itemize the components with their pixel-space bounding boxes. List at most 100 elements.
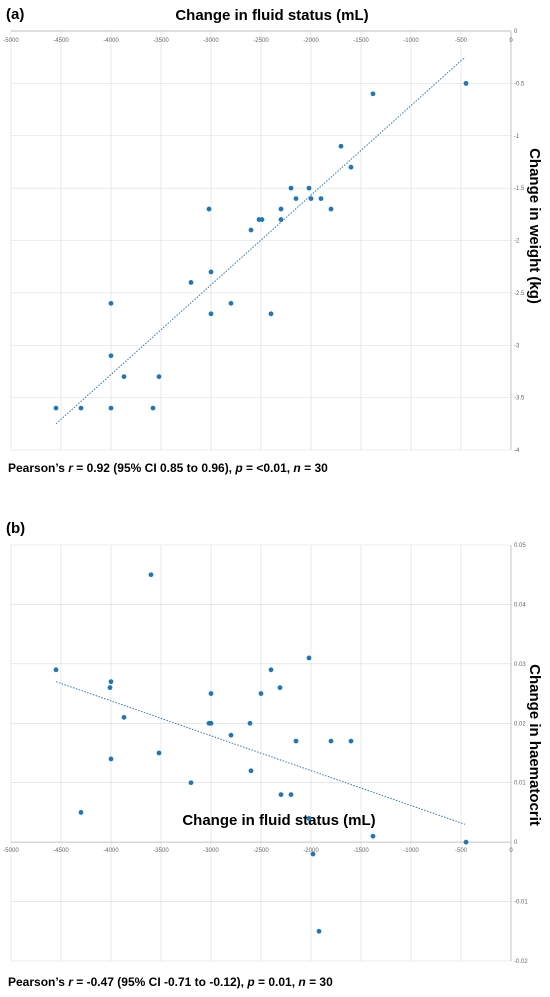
- x-axis-title: Change in fluid status (mL): [175, 7, 368, 24]
- stats-post: = 30: [300, 461, 328, 475]
- data-point: [156, 750, 162, 756]
- y-axis-title: Change in haematocrit: [526, 664, 543, 826]
- data-point: [308, 196, 314, 202]
- data-point: [208, 269, 214, 275]
- scatter-chart-haematocrit: -5000 -4500 -4000 -3500 -3000 -2500 -2000 -1500…: [3, 543, 543, 965]
- data-point: [248, 768, 254, 774]
- y-tick-label: -1.5: [514, 186, 525, 192]
- stats-mid1: = -0.47 (95% CI -0.71 to -0.12),: [72, 975, 248, 989]
- data-point: [247, 720, 253, 726]
- y-tick-label: 0: [514, 840, 518, 846]
- x-tick-label: 0: [509, 38, 513, 44]
- data-point: [208, 311, 214, 317]
- scatter-chart-weight: -5000 -4500 -4000 -3500 -3000 -2500 -2000 -1500…: [3, 7, 543, 454]
- data-point: [318, 196, 324, 202]
- stats-mid1: = 0.92 (95% CI 0.85 to 0.96),: [72, 461, 236, 475]
- data-point: [293, 738, 299, 744]
- data-point: [328, 206, 334, 212]
- data-point: [188, 280, 194, 285]
- x-tick-label: -2000: [303, 848, 319, 854]
- data-point: [156, 374, 162, 380]
- data-point: [258, 691, 264, 696]
- y-tick-label: 0.02: [514, 721, 526, 727]
- y-tick-label: -4: [514, 448, 520, 454]
- stats-pre: Pearson’s: [8, 461, 69, 475]
- x-tick-label: -1000: [403, 38, 419, 44]
- data-point: [338, 143, 344, 149]
- data-point: [328, 738, 334, 744]
- data-point: [78, 810, 84, 815]
- data-point: [121, 714, 127, 720]
- data-point: [188, 780, 194, 786]
- data-point: [306, 655, 312, 661]
- x-axis-title: Change in fluid status (mL): [182, 812, 375, 829]
- x-tick-label: -3000: [203, 38, 219, 44]
- stats-post: = 30: [305, 975, 333, 989]
- data-point: [108, 679, 114, 685]
- trend-line: [55, 681, 466, 825]
- y-tick-label: -0.01: [514, 900, 528, 906]
- stats-pre: Pearson’s: [8, 975, 69, 989]
- x-tick-label: -5000: [3, 38, 19, 44]
- data-point: [78, 405, 84, 411]
- data-point: [306, 815, 312, 821]
- x-tick-label: -1500: [353, 38, 369, 44]
- y-tick-label: -1: [514, 134, 520, 140]
- data-point: [108, 300, 114, 306]
- x-tick-label: -2500: [253, 848, 269, 854]
- data-point: [268, 311, 274, 317]
- data-point: [228, 300, 234, 306]
- x-tick-label: -2000: [303, 38, 319, 44]
- x-tick-label: -500: [455, 38, 468, 44]
- y-tick-label: 0.04: [514, 602, 526, 608]
- x-tick-label: 0: [509, 848, 513, 854]
- data-point: [53, 667, 59, 673]
- x-tick-label: -2500: [253, 38, 269, 44]
- y-tick-label: -0.5: [514, 81, 525, 87]
- grid: [10, 30, 512, 451]
- y-tick-label: 0.05: [514, 543, 526, 549]
- data-point: [53, 405, 59, 411]
- data-point: [206, 206, 212, 212]
- data-point: [370, 833, 376, 839]
- data-point: [316, 928, 322, 934]
- panel-label-a: (a): [6, 6, 25, 23]
- y-tick-label: -2: [514, 239, 520, 245]
- y-axis-title: Change in weight (kg): [526, 148, 543, 304]
- data-point: [370, 91, 376, 97]
- stats-n: n: [293, 461, 301, 475]
- y-tick-label: 0.03: [514, 662, 526, 668]
- data-point: [306, 185, 312, 191]
- stats-r: r: [68, 461, 73, 475]
- data-point: [248, 227, 254, 233]
- data-point: [310, 851, 316, 857]
- x-tick-label: -4500: [53, 848, 69, 854]
- x-tick-label: -1000: [403, 848, 419, 854]
- data-point: [108, 353, 114, 359]
- data-point: [268, 667, 274, 673]
- data-point: [277, 685, 283, 691]
- data-point: [150, 405, 156, 411]
- stats-mid2: = <0.01,: [242, 461, 294, 475]
- data-point: [148, 572, 154, 578]
- data-point: [348, 164, 354, 170]
- stats-p: p: [235, 461, 243, 475]
- y-tick-label: -2.5: [514, 291, 525, 297]
- data-point: [278, 217, 284, 222]
- data-point: [293, 196, 299, 202]
- y-tick-label: -3.5: [514, 396, 525, 402]
- data-point: [463, 80, 469, 86]
- data-point: [288, 792, 294, 797]
- x-tick-label: -3000: [203, 848, 219, 854]
- data-point: [208, 691, 214, 696]
- data-point: [278, 206, 284, 212]
- data-point: [121, 374, 127, 380]
- data-point: [288, 185, 294, 191]
- stats-n: n: [298, 975, 306, 989]
- panel-label-b: (b): [6, 520, 26, 537]
- data-point: [348, 738, 354, 744]
- y-tick-label: -3: [514, 343, 520, 349]
- x-tick-label: -4000: [103, 38, 119, 44]
- data-point: [108, 405, 114, 411]
- x-tick-label: -3500: [153, 38, 169, 44]
